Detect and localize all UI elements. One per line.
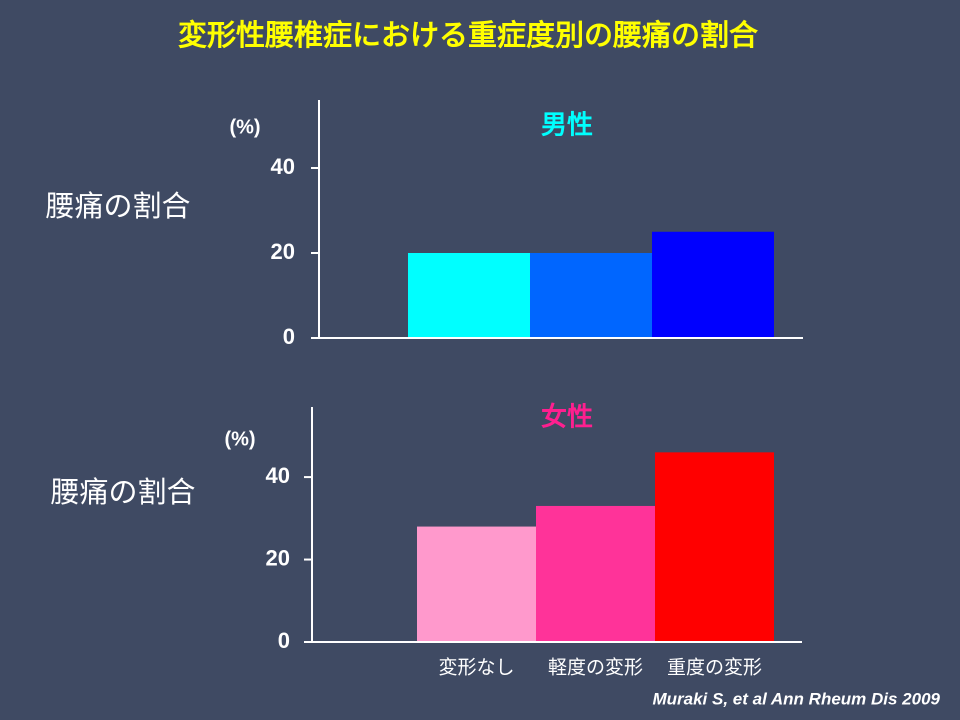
citation: Muraki S, et al Ann Rheum Dis 2009	[652, 689, 940, 708]
y-tick-label: 0	[283, 324, 295, 349]
bar	[655, 452, 774, 642]
bar	[536, 505, 655, 642]
y-tick-label: 40	[271, 154, 295, 179]
chart-subtitle: 男性	[541, 111, 593, 141]
bar	[417, 526, 536, 642]
y-tick-label: 20	[271, 239, 295, 264]
y-axis-label: 腰痛の割合	[45, 189, 190, 223]
bar	[530, 253, 652, 338]
bar	[408, 253, 530, 338]
y-tick-label: 20	[266, 545, 290, 570]
y-tick-label: 0	[278, 628, 290, 653]
y-tick-label: 40	[266, 463, 290, 488]
x-tick-label: 重度の変形	[667, 657, 762, 679]
x-tick-label: 軽度の変形	[548, 657, 643, 679]
x-tick-label: 変形なし	[438, 657, 514, 679]
bar	[652, 231, 774, 338]
y-axis-label: 腰痛の割合	[50, 475, 195, 509]
slide-title: 変形性腰椎症における重症度別の腰痛の割合	[178, 18, 758, 52]
chart-subtitle: 女性	[541, 402, 593, 433]
y-unit: (%)	[229, 116, 260, 138]
y-unit: (%)	[224, 428, 255, 450]
